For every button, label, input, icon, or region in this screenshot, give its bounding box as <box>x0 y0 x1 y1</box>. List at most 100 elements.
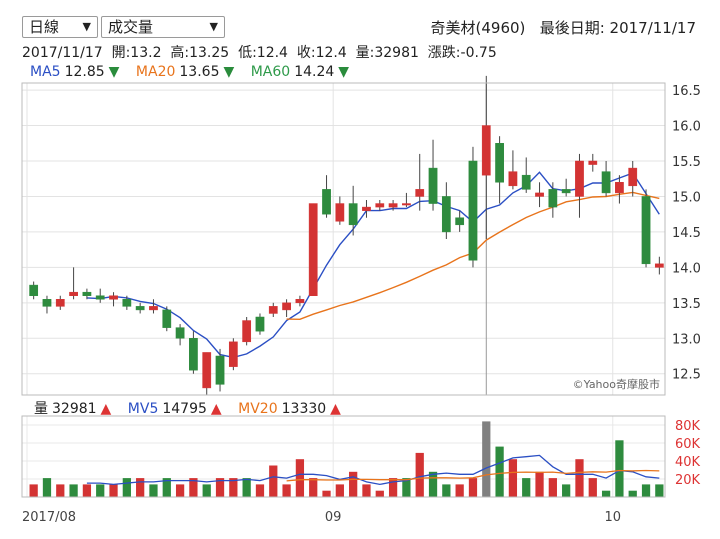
candle-body <box>255 316 265 332</box>
candle <box>615 175 624 204</box>
vol-arrow-icon: ▲ <box>100 401 112 417</box>
mv5-value: 14795 <box>162 401 207 417</box>
candle <box>654 256 664 275</box>
candle-body <box>268 306 278 314</box>
volume-bar <box>189 478 198 497</box>
candle-body <box>242 320 252 343</box>
volume-bar <box>295 459 305 497</box>
candle-body <box>641 196 651 265</box>
volume-bar <box>162 478 171 497</box>
volume-bar <box>615 440 624 497</box>
volume-bar <box>428 471 438 497</box>
volume-bar <box>82 484 92 497</box>
vol-value: 32981 <box>52 401 97 417</box>
candle-body <box>228 341 238 367</box>
price-tick-label: 15.0 <box>672 190 701 205</box>
candle <box>415 153 425 211</box>
volume-bar <box>335 484 344 497</box>
candle <box>455 210 465 232</box>
candle-body <box>561 189 571 194</box>
candle <box>375 200 385 211</box>
x-tick-label: 2017/08 <box>22 510 76 525</box>
candle <box>481 75 491 239</box>
candle-body <box>42 299 52 307</box>
ma-legend: MA5 12.85 ▼ MA20 13.65 ▼ MA60 14.24 ▼ <box>30 64 353 80</box>
price-tick-label: 14.5 <box>672 226 701 241</box>
volume-bar <box>522 478 531 497</box>
chevron-down-icon: ▼ <box>209 20 218 33</box>
candle <box>441 182 451 239</box>
candle-body <box>521 174 531 190</box>
volume-bar <box>482 421 491 497</box>
candle <box>521 157 531 193</box>
candle <box>55 295 65 310</box>
mv20-value: 13330 <box>281 401 327 417</box>
volume-bar <box>269 465 278 497</box>
candle-body <box>481 125 491 176</box>
volume-bar <box>96 484 105 497</box>
ma5-arrow-icon: ▼ <box>108 64 120 80</box>
volume-tick-label: 60K <box>675 437 701 452</box>
volume-bar <box>362 484 371 497</box>
period-select-value: 日線 <box>29 18 60 36</box>
volume-bar <box>69 484 78 497</box>
price-tick-label: 14.0 <box>672 261 701 276</box>
candle <box>29 281 39 300</box>
mv20-label: MV20 <box>238 401 278 417</box>
candle-body <box>109 295 118 300</box>
candle <box>295 295 305 307</box>
candle-body <box>575 160 584 197</box>
candle-body <box>282 302 291 311</box>
candle-body <box>135 306 145 311</box>
candle <box>362 200 371 218</box>
volume-tick-label: 20K <box>675 473 701 488</box>
mv5-arrow-icon: ▲ <box>210 401 222 417</box>
candle <box>535 182 544 208</box>
candle <box>348 185 358 236</box>
volume-bar <box>548 478 557 497</box>
candle-body <box>455 217 465 226</box>
candle <box>255 313 265 335</box>
candle-body <box>601 171 611 194</box>
candle <box>242 317 252 346</box>
candle <box>228 338 238 371</box>
volume-bar <box>322 490 331 497</box>
volume-bar <box>149 484 158 497</box>
volume-bar <box>508 459 518 497</box>
ma60-label: MA60 <box>250 64 291 80</box>
candle <box>122 295 132 310</box>
volume-bar <box>255 484 265 497</box>
candle-body <box>415 189 425 197</box>
volume-bar <box>242 478 251 497</box>
candle <box>402 192 411 208</box>
candle-body <box>308 203 318 296</box>
candle <box>495 136 504 204</box>
volume-bar <box>588 478 597 497</box>
volume-average-lines <box>86 454 660 486</box>
candle-body <box>55 299 65 307</box>
volume-bar <box>455 484 464 497</box>
indicator-select[interactable]: 成交量 ▼ <box>101 16 225 38</box>
candle <box>69 267 78 300</box>
candle-body <box>215 355 225 385</box>
volume-bar <box>29 484 38 497</box>
volume-tick-label: 80K <box>675 419 701 434</box>
price-plot-frame <box>21 82 666 396</box>
candle <box>135 302 145 314</box>
candle <box>282 299 291 317</box>
mv20-line <box>286 469 660 482</box>
candle <box>175 324 185 346</box>
candle-body <box>495 143 504 183</box>
ma5-label: MA5 <box>30 64 61 80</box>
candle-body <box>322 189 331 215</box>
volume-bar <box>215 478 225 497</box>
candle <box>82 288 92 300</box>
period-select[interactable]: 日線 ▼ <box>22 16 98 38</box>
candle <box>189 331 198 374</box>
candle <box>149 299 158 314</box>
candle-body <box>628 167 638 187</box>
mv5-label: MV5 <box>127 401 159 417</box>
candle-body <box>588 160 598 165</box>
x-tick-label: 10 <box>604 510 621 525</box>
